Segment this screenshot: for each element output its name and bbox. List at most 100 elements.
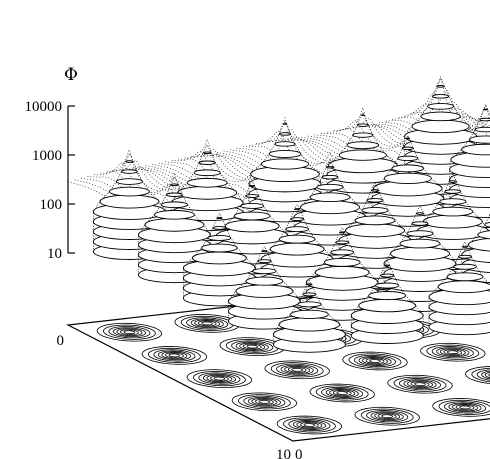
contour-ring [282, 417, 336, 433]
contour-ring [431, 346, 474, 359]
contour-ring [194, 319, 221, 328]
peak-ring [99, 194, 160, 209]
peak-ring [411, 119, 470, 134]
peak-ring [201, 243, 238, 253]
contour-ring [201, 321, 214, 326]
contour-ring [264, 360, 330, 380]
peak-ring [462, 245, 468, 248]
contour-ring [358, 356, 392, 366]
z-tick-label: 1000 [32, 148, 62, 164]
peak-ring [202, 151, 212, 155]
peak-ring [461, 143, 490, 156]
peak-ring [198, 160, 216, 165]
contour-ring [303, 423, 316, 427]
contour-ring [438, 399, 490, 415]
peak-ring [302, 292, 317, 297]
contour-ring [157, 350, 192, 361]
peak-ring [366, 198, 384, 203]
contour-ring [329, 389, 356, 397]
contour-ring [465, 366, 490, 384]
contour-ring [360, 408, 414, 424]
peak-ring [186, 177, 228, 188]
contour-ring [258, 399, 271, 404]
peak-ring [306, 283, 313, 286]
peak-ring [474, 126, 490, 133]
peak-outline [228, 245, 301, 322]
peak-ring [420, 111, 461, 122]
peak-ring [345, 223, 405, 238]
peak-ring [144, 217, 205, 232]
peak-ring [233, 211, 271, 221]
contour-ring [96, 322, 163, 342]
contour-ring [309, 383, 375, 403]
peak-ring [427, 103, 455, 110]
contour-ring [325, 388, 359, 398]
contour-ring [119, 329, 139, 336]
peak-ring [193, 169, 221, 177]
peak-ring [479, 117, 490, 122]
contour-ring [398, 378, 442, 391]
contour-ring [443, 349, 463, 356]
contour-ring [291, 367, 304, 372]
contour-ring [270, 362, 324, 378]
peak-ring [297, 301, 322, 308]
peak-outline [260, 203, 334, 290]
z-tick-label: 10000 [25, 99, 63, 115]
contour-set [420, 342, 486, 362]
peak-ring [274, 141, 296, 147]
peak-ring [160, 201, 188, 209]
contour-ring [153, 349, 196, 362]
contour-set [309, 383, 375, 403]
contour-ring [414, 382, 426, 387]
peak-outline [461, 213, 490, 295]
peak-ring [191, 251, 247, 265]
peak-ring [352, 132, 374, 138]
contour-ring [198, 372, 241, 385]
contour-ring [276, 415, 343, 435]
contour-ring [231, 392, 298, 412]
contour-ring [197, 320, 217, 327]
contour-set [432, 398, 490, 417]
contour-ring [186, 369, 253, 388]
peak-ring [415, 212, 425, 215]
contour-ring [168, 353, 181, 358]
peak-ring [260, 158, 310, 170]
peak-outline [338, 181, 412, 281]
peak-outline [383, 204, 457, 304]
contour-ring [254, 398, 274, 405]
peak-ring [483, 108, 489, 111]
x-tick-label-0: 0 [295, 447, 303, 459]
contour-ring [336, 391, 349, 395]
peak-ring [316, 183, 344, 191]
contour-ring [403, 379, 437, 390]
contour-set [276, 415, 343, 435]
contour-ring [406, 380, 434, 389]
contour-ring [246, 344, 259, 349]
contour-ring [342, 351, 408, 371]
contour-ring [432, 398, 490, 417]
peak-ring [170, 183, 179, 187]
contour-ring [180, 315, 234, 331]
peak-ring [268, 150, 302, 158]
peak [272, 279, 346, 353]
peak-ring [446, 272, 484, 282]
peak-ring [467, 238, 490, 252]
peak-ring [245, 276, 284, 286]
contour-ring [361, 357, 389, 365]
contour-ring [436, 347, 470, 358]
peak-outline [273, 279, 346, 345]
y-tick-label-0: 0 [57, 333, 65, 349]
contour-set [186, 369, 253, 388]
peak-ring [370, 189, 380, 192]
peak-ring [245, 194, 260, 198]
z-axis: 10 100 1000 10000 Φ [25, 65, 78, 262]
peak-ring [356, 123, 369, 127]
contour-ring [280, 364, 314, 375]
peak-ring [323, 257, 361, 267]
contour-ring [292, 420, 327, 430]
peak-ring [224, 219, 280, 233]
contour-ring [239, 342, 266, 351]
contour-ring [164, 352, 184, 359]
contour-set [387, 374, 453, 394]
contour-ring [147, 347, 201, 363]
